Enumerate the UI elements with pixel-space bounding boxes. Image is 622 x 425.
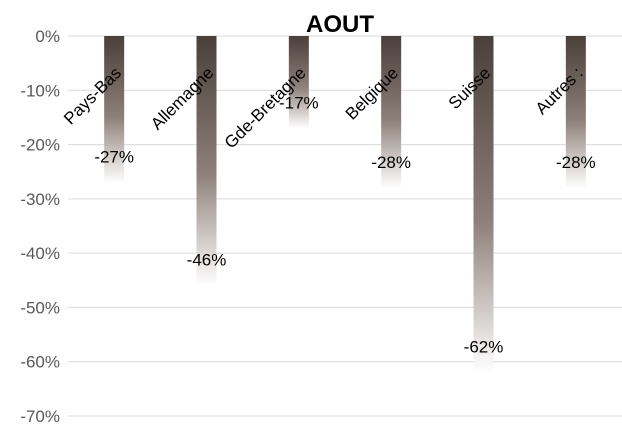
bar-allemagne	[196, 36, 217, 286]
data-label: -28%	[371, 153, 411, 172]
bar-autres	[565, 36, 586, 188]
bar-belgique	[381, 36, 402, 188]
y-tick-label: -10%	[20, 81, 60, 100]
y-tick-label: -50%	[20, 298, 60, 317]
bar-suisse	[473, 36, 494, 373]
y-tick-label: 0%	[35, 27, 60, 46]
y-axis-tick-labels: 0% -10% -20% -30% -40% -50% -60% -70%	[20, 27, 60, 425]
bar-pays-bas	[104, 36, 125, 183]
chart-title: AOUT	[306, 11, 374, 38]
data-label: -27%	[94, 148, 134, 167]
data-label: -62%	[464, 338, 504, 357]
bars	[104, 36, 586, 373]
bar-gde-bretagne	[288, 36, 309, 129]
category-labels: Pays-Bas Allemagne Gde-Bretagne Belgique Sui…	[60, 63, 587, 152]
y-tick-label: -30%	[20, 190, 60, 209]
y-tick-label: -60%	[20, 353, 60, 372]
y-tick-label: -20%	[20, 136, 60, 155]
data-labels: -27% -46% -17% -28% -62% -28%	[94, 93, 595, 356]
y-tick-label: -40%	[20, 244, 60, 263]
y-tick-label: -70%	[20, 407, 60, 425]
data-label: -17%	[279, 93, 319, 112]
data-label: -28%	[556, 153, 596, 172]
data-label: -46%	[187, 251, 227, 270]
gridlines	[68, 35, 622, 417]
